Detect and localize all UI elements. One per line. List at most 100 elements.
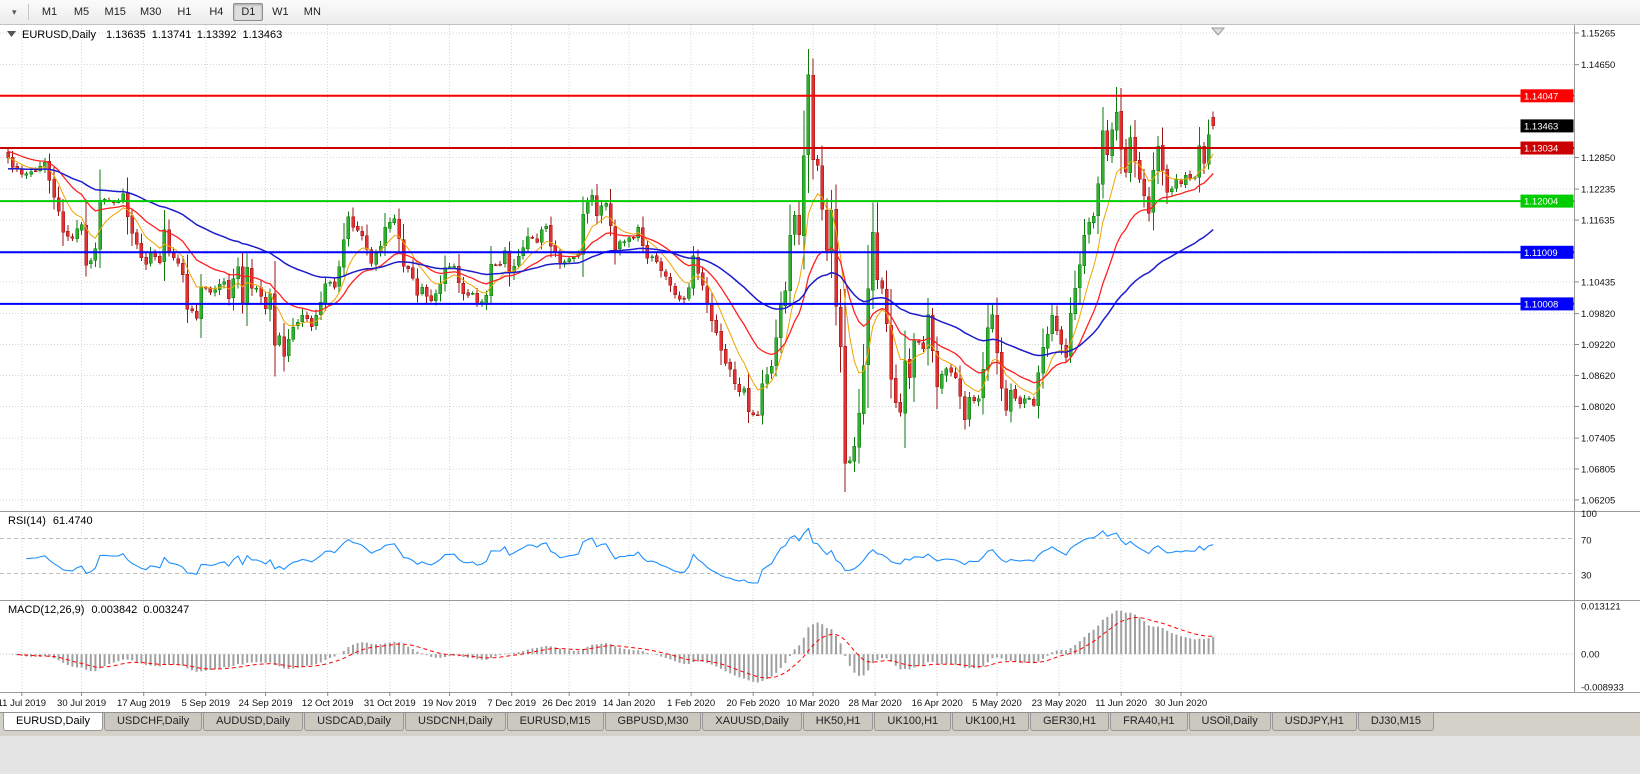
candle xyxy=(323,283,328,304)
candle xyxy=(286,339,291,356)
candle xyxy=(871,231,875,291)
candle xyxy=(489,263,493,297)
chart-tab-hk50-h1[interactable]: HK50,H1 xyxy=(802,713,874,731)
rsi-indicator-label: RSI(14) 61.4740 xyxy=(8,515,93,527)
candle xyxy=(388,222,392,229)
candle xyxy=(907,359,912,378)
candle xyxy=(461,283,466,294)
one-click-trading-toggle[interactable] xyxy=(7,31,16,37)
timeframe-buttons-group: M1 M5 M15 M30 H1 H4 D1 W1 MN xyxy=(34,3,329,21)
candle xyxy=(806,74,811,155)
horizontal-lines-layer xyxy=(0,94,1574,305)
candle xyxy=(1091,215,1096,223)
candle xyxy=(1073,287,1077,315)
timeframe-button-m15[interactable]: M15 xyxy=(104,6,126,18)
candle xyxy=(98,199,102,250)
chart-tab-usdjpy-h1[interactable]: USDJPY,H1 xyxy=(1271,713,1357,731)
candle xyxy=(171,253,176,258)
chart-tab-fra40-h1[interactable]: FRA40,H1 xyxy=(1110,713,1188,731)
candle xyxy=(1133,136,1137,162)
candle xyxy=(56,197,61,212)
chart-tab-uk100-h1[interactable]: UK100,H1 xyxy=(874,713,952,731)
candle xyxy=(530,237,535,239)
candle xyxy=(539,229,544,243)
candle xyxy=(742,388,746,393)
timeframe-button-mn[interactable]: MN xyxy=(303,6,321,18)
price-badge-label: 1.11009 xyxy=(1524,248,1558,259)
candle xyxy=(365,235,369,250)
candle xyxy=(608,203,613,226)
candle xyxy=(654,255,659,262)
price-tick-label: 1.12235 xyxy=(1581,185,1615,196)
macd-scale-label: 0.00 xyxy=(1581,650,1600,661)
candle xyxy=(1202,145,1206,164)
candle xyxy=(875,232,880,280)
candle xyxy=(190,308,194,311)
chart-tab-eurusd-m15[interactable]: EURUSD,M15 xyxy=(506,713,604,731)
candle xyxy=(995,314,999,354)
rsi-line xyxy=(26,527,1214,584)
chart-tab-xauusd-daily[interactable]: XAUUSD,Daily xyxy=(702,713,802,731)
candle xyxy=(990,314,995,329)
candle xyxy=(1142,178,1146,196)
candle xyxy=(29,171,33,175)
chart-tab-audusd-daily[interactable]: AUDUSD,Daily xyxy=(203,713,304,731)
candle xyxy=(1105,130,1110,156)
candle xyxy=(668,276,673,286)
candle xyxy=(728,361,732,370)
timeframe-button-m1[interactable]: M1 xyxy=(41,6,58,18)
moving-average-20 xyxy=(7,150,1214,384)
moving-averages-layer xyxy=(7,150,1214,396)
chart-tab-usdcnh-daily[interactable]: USDCNH,Daily xyxy=(405,713,506,731)
candle xyxy=(1147,196,1151,214)
price-badge xyxy=(1520,245,1574,259)
candle xyxy=(1137,159,1142,180)
candle xyxy=(346,216,351,239)
timeframe-button-m5[interactable]: M5 xyxy=(73,6,90,18)
candle xyxy=(176,258,180,264)
chart-tab-uk100-h1[interactable]: UK100,H1 xyxy=(952,713,1029,731)
timeframe-button-w1[interactable]: W1 xyxy=(272,6,289,18)
date-label: 30 Jul 2019 xyxy=(57,698,106,709)
candle xyxy=(967,396,972,420)
date-label: 7 Dec 2019 xyxy=(487,698,536,709)
candle xyxy=(710,305,714,321)
candle xyxy=(526,236,530,249)
candle xyxy=(935,350,939,388)
candle xyxy=(613,226,617,250)
chart-tab-usdcad-daily[interactable]: USDCAD,Daily xyxy=(304,713,405,731)
chart-tab-ger30-h1[interactable]: GER30,H1 xyxy=(1029,713,1110,731)
chart-tab-eurusd-daily[interactable]: EURUSD,Daily xyxy=(3,713,103,731)
chart-tab-usoil-daily[interactable]: USOil,Daily xyxy=(1188,713,1271,731)
chart-tab-usdchf-daily[interactable]: USDCHF,Daily xyxy=(103,713,203,731)
candle xyxy=(1101,130,1105,185)
candle xyxy=(894,378,898,404)
timeframe-button-d1[interactable]: D1 xyxy=(233,3,264,21)
chart-tab-dj30-m15[interactable]: DJ30,M15 xyxy=(1357,713,1434,731)
candle xyxy=(452,265,456,268)
candle xyxy=(79,224,84,231)
candle xyxy=(889,324,893,380)
candle xyxy=(360,230,364,237)
timeframe-button-h1[interactable]: H1 xyxy=(177,6,192,18)
low-value: 1.13392 xyxy=(197,29,237,41)
candle xyxy=(944,368,949,376)
candle xyxy=(760,383,765,416)
chart-shift-marker[interactable] xyxy=(1210,27,1226,36)
chart-dropdown-button[interactable]: ▾ xyxy=(6,3,23,22)
price-badge xyxy=(1520,141,1574,155)
candle xyxy=(1045,333,1050,349)
price-badge xyxy=(1520,119,1574,133)
candle xyxy=(84,225,88,266)
candle xyxy=(319,302,323,315)
candle xyxy=(415,278,420,296)
candle xyxy=(737,384,742,392)
chart-canvas[interactable]: 1.14047 1.13034 1.12004 1.11009 1.10008 1.134… xyxy=(0,25,1640,712)
candle xyxy=(89,260,93,265)
timeframe-button-m30[interactable]: M30 xyxy=(139,6,162,18)
price-badge xyxy=(1520,89,1574,103)
date-label: 17 Aug 2019 xyxy=(117,698,170,709)
chart-tab-gbpusd-m30[interactable]: GBPUSD,M30 xyxy=(604,713,702,731)
timeframe-button-h4[interactable]: H4 xyxy=(209,6,224,18)
candle xyxy=(231,278,236,298)
